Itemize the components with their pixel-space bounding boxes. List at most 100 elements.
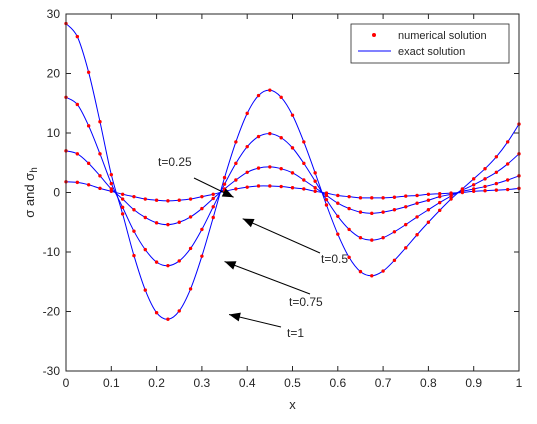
numerical-point bbox=[404, 246, 408, 250]
numerical-point bbox=[290, 171, 295, 175]
numerical-point bbox=[483, 184, 487, 189]
numerical-point bbox=[245, 144, 249, 149]
y-axis-label-base: σ and σ bbox=[22, 173, 37, 218]
y-tick-label: -20 bbox=[43, 305, 61, 319]
numerical-point bbox=[483, 177, 487, 181]
numerical-point bbox=[143, 215, 147, 220]
numerical-point bbox=[290, 146, 295, 150]
x-tick-label: 0.2 bbox=[148, 376, 165, 390]
numerical-point bbox=[483, 167, 487, 171]
numerical-point bbox=[370, 274, 374, 278]
numerical-point bbox=[132, 253, 136, 258]
numerical-point bbox=[222, 175, 227, 180]
numerical-point bbox=[302, 140, 306, 144]
numerical-point bbox=[132, 194, 136, 199]
numerical-point bbox=[336, 214, 340, 218]
numerical-point bbox=[75, 152, 80, 156]
numerical-point bbox=[313, 189, 317, 194]
numerical-point bbox=[279, 184, 283, 189]
numerical-point bbox=[200, 227, 204, 232]
numerical-point bbox=[472, 177, 476, 181]
numerical-point bbox=[256, 166, 261, 170]
numerical-point bbox=[166, 263, 170, 268]
numerical-point bbox=[109, 181, 114, 186]
numerical-point bbox=[86, 161, 91, 166]
numerical-point bbox=[415, 193, 419, 198]
numerical-point bbox=[98, 186, 102, 191]
x-tick-label: 0.8 bbox=[420, 376, 437, 390]
numerical-point bbox=[268, 184, 272, 188]
numerical-point bbox=[358, 196, 363, 200]
numerical-point bbox=[200, 254, 204, 258]
numerical-point bbox=[268, 131, 272, 136]
numerical-point bbox=[234, 161, 238, 166]
numerical-point bbox=[472, 187, 476, 191]
annotation-label: t=0.75 bbox=[289, 295, 323, 309]
numerical-point bbox=[415, 215, 419, 219]
numerical-point bbox=[472, 189, 476, 194]
numerical-point bbox=[256, 184, 261, 188]
numerical-point bbox=[313, 171, 317, 175]
numerical-point bbox=[177, 259, 181, 263]
numerical-point bbox=[381, 210, 385, 214]
numerical-point bbox=[494, 170, 499, 174]
annotation-arrow bbox=[224, 261, 311, 295]
numerical-point bbox=[336, 193, 340, 198]
numerical-point bbox=[358, 236, 363, 240]
numerical-point bbox=[234, 140, 238, 144]
numerical-point bbox=[404, 222, 408, 227]
x-tick-label: 0.5 bbox=[284, 376, 301, 390]
numerical-point bbox=[358, 210, 363, 214]
x-tick-label: 0.6 bbox=[329, 376, 346, 390]
x-tick-label: 0 bbox=[63, 376, 70, 390]
numerical-point bbox=[211, 205, 215, 209]
numerical-point bbox=[143, 197, 147, 201]
x-tick-label: 0.7 bbox=[375, 376, 392, 390]
numerical-point bbox=[86, 183, 91, 187]
axis-ticks: 0 0.1 0.2 0.3 0.4 0.5 0.6 0.7 0.8 0.9 1 -30 -20 -10 0 1… bbox=[43, 7, 523, 390]
numerical-point bbox=[290, 186, 295, 190]
numerical-point bbox=[426, 198, 431, 202]
numerical-point bbox=[336, 232, 340, 236]
x-tick-label: 1 bbox=[516, 376, 523, 390]
numerical-point bbox=[449, 197, 453, 201]
annotation-label: t=0.25 bbox=[158, 155, 192, 169]
numerical-points bbox=[64, 21, 521, 321]
numerical-point bbox=[313, 186, 317, 190]
numerical-point bbox=[86, 70, 91, 75]
numerical-point bbox=[347, 227, 351, 232]
numerical-point bbox=[302, 178, 306, 182]
numerical-point bbox=[302, 161, 306, 166]
numerical-point bbox=[98, 119, 102, 124]
numerical-point bbox=[132, 208, 136, 212]
numerical-point bbox=[370, 238, 374, 242]
numerical-point bbox=[460, 190, 465, 195]
numerical-point bbox=[200, 194, 204, 199]
numerical-point bbox=[279, 136, 283, 140]
numerical-point bbox=[166, 222, 170, 227]
numerical-point bbox=[404, 205, 408, 209]
numerical-point bbox=[109, 172, 114, 177]
x-tick-label: 0.9 bbox=[465, 376, 482, 390]
numerical-point bbox=[166, 199, 170, 203]
legend-numerical-marker bbox=[372, 33, 376, 37]
y-tick-label: 10 bbox=[47, 126, 61, 140]
numerical-point bbox=[505, 178, 510, 182]
numerical-point bbox=[381, 236, 385, 240]
numerical-point bbox=[494, 181, 499, 186]
numerical-point bbox=[245, 170, 249, 174]
x-tick-label: 0.3 bbox=[194, 376, 211, 390]
numerical-point bbox=[256, 134, 261, 139]
numerical-point bbox=[392, 258, 397, 263]
numerical-point bbox=[268, 165, 272, 169]
y-tick-label: 20 bbox=[47, 67, 61, 81]
numerical-point bbox=[279, 95, 283, 100]
numerical-point bbox=[370, 196, 374, 200]
numerical-point bbox=[370, 211, 374, 216]
numerical-point bbox=[188, 215, 193, 219]
numerical-point bbox=[415, 233, 419, 237]
numerical-point bbox=[120, 197, 125, 201]
